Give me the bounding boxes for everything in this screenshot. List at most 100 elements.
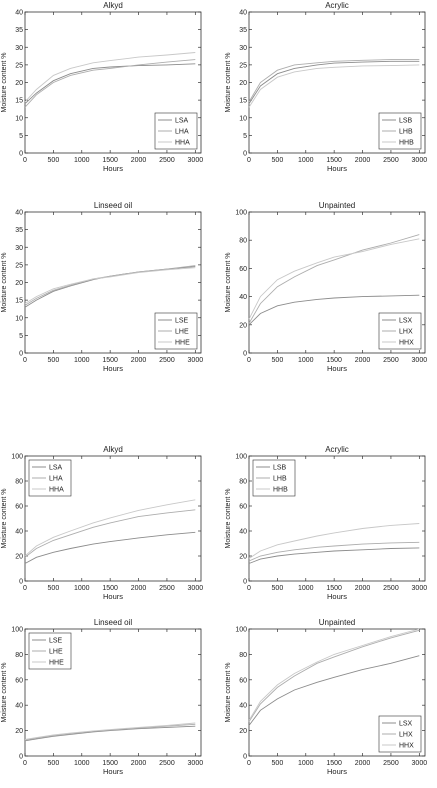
y-tick-label: 5 bbox=[19, 333, 23, 340]
chart-title: Linseed oil bbox=[94, 201, 132, 210]
x-tick-label: 2500 bbox=[159, 760, 175, 767]
y-tick-label: 80 bbox=[239, 652, 247, 659]
chart-title: Alkyd bbox=[103, 1, 123, 10]
x-axis-label: Hours bbox=[103, 592, 123, 601]
legend-entry: LSX bbox=[399, 721, 413, 728]
y-tick-label: 35 bbox=[239, 27, 247, 34]
chart-title: Unpainted bbox=[319, 201, 355, 210]
x-tick-label: 1500 bbox=[326, 585, 342, 592]
x-tick-label: 3000 bbox=[412, 585, 428, 592]
y-tick-label: 0 bbox=[19, 754, 23, 761]
y-tick-label: 15 bbox=[15, 98, 23, 105]
x-tick-label: 1000 bbox=[74, 357, 90, 364]
y-axis-label: Moisture content % bbox=[225, 489, 232, 549]
x-tick-label: 2500 bbox=[383, 157, 399, 164]
legend: LSB LHB HHB bbox=[378, 112, 422, 150]
x-tick-label: 3000 bbox=[188, 357, 204, 364]
legend-entry: LSE bbox=[49, 638, 63, 645]
y-tick-label: 40 bbox=[15, 703, 23, 710]
y-tick-label: 60 bbox=[15, 677, 23, 684]
x-tick-label: 1000 bbox=[298, 760, 314, 767]
series-line-hhx bbox=[248, 238, 420, 320]
x-tick-label: 2500 bbox=[383, 357, 399, 364]
x-tick-label: 0 bbox=[23, 357, 27, 364]
y-axis-label: Moisture content % bbox=[1, 53, 8, 113]
y-tick-label: 20 bbox=[239, 80, 247, 87]
y-tick-label: 0 bbox=[243, 351, 247, 358]
x-tick-label: 0 bbox=[247, 760, 251, 767]
legend: LSE LHE HHE bbox=[28, 632, 72, 670]
series-line-hha bbox=[24, 52, 196, 103]
series-line-lhe bbox=[24, 723, 196, 741]
series-line-lsb bbox=[248, 547, 420, 564]
x-tick-label: 3000 bbox=[188, 585, 204, 592]
series-line-lhx bbox=[248, 629, 420, 722]
x-tick-label: 2000 bbox=[355, 357, 371, 364]
x-tick-label: 2000 bbox=[355, 585, 371, 592]
x-axis-label: Hours bbox=[103, 164, 123, 173]
x-tick-label: 1500 bbox=[102, 585, 118, 592]
y-tick-label: 0 bbox=[19, 351, 23, 358]
y-tick-label: 30 bbox=[15, 245, 23, 252]
legend-entry: LHB bbox=[273, 476, 287, 483]
x-tick-label: 2500 bbox=[159, 157, 175, 164]
y-tick-label: 100 bbox=[11, 627, 23, 634]
x-tick-label: 2500 bbox=[383, 760, 399, 767]
legend: LSX LHX HHX bbox=[378, 312, 422, 350]
y-tick-label: 100 bbox=[235, 210, 247, 217]
y-tick-label: 20 bbox=[239, 322, 247, 329]
x-tick-label: 3000 bbox=[412, 157, 428, 164]
y-tick-label: 20 bbox=[15, 280, 23, 287]
x-tick-label: 1000 bbox=[74, 157, 90, 164]
series-line-lhb bbox=[248, 59, 420, 103]
chart-panel-3: Linseed oil 0 500 1000 1500 2000 2500 3000 0 5 10 1… bbox=[1, 201, 203, 373]
x-axis-label: Hours bbox=[327, 164, 347, 173]
y-tick-label: 10 bbox=[239, 115, 247, 122]
y-tick-label: 25 bbox=[15, 62, 23, 69]
x-axis-label: Hours bbox=[327, 767, 347, 776]
y-tick-label: 60 bbox=[15, 504, 23, 511]
chart-panel-4: Unpainted 0 500 1000 1500 2000 2500 3000 0 20 40 60… bbox=[225, 201, 427, 373]
x-tick-label: 1500 bbox=[102, 157, 118, 164]
y-tick-label: 40 bbox=[15, 529, 23, 536]
y-tick-label: 10 bbox=[15, 115, 23, 122]
chart-panel-1: Alkyd 0 500 1000 1500 2000 2500 3000 0 5 10 15 20 25 3… bbox=[1, 1, 203, 173]
series-line-hhe bbox=[24, 267, 196, 304]
legend-entry: LSB bbox=[399, 118, 413, 125]
x-tick-label: 500 bbox=[48, 157, 60, 164]
x-tick-label: 1500 bbox=[102, 760, 118, 767]
legend-entry: LHX bbox=[399, 732, 413, 739]
x-axis-label: Hours bbox=[103, 364, 123, 373]
x-tick-label: 1000 bbox=[298, 157, 314, 164]
chart-title: Unpainted bbox=[319, 618, 355, 627]
y-tick-label: 40 bbox=[15, 210, 23, 217]
y-tick-label: 100 bbox=[235, 454, 247, 461]
series-line-lsa bbox=[24, 63, 196, 105]
legend: LSA LHA HHA bbox=[154, 112, 198, 150]
series-line-hhb bbox=[248, 64, 420, 108]
x-tick-label: 2000 bbox=[131, 157, 147, 164]
legend-entry: LHA bbox=[49, 476, 63, 483]
y-tick-label: 10 bbox=[15, 315, 23, 322]
x-tick-label: 1000 bbox=[74, 760, 90, 767]
y-tick-label: 0 bbox=[19, 151, 23, 158]
series-line-lsx bbox=[248, 294, 420, 326]
chart-title: Acrylic bbox=[325, 1, 349, 10]
y-tick-label: 60 bbox=[239, 677, 247, 684]
y-axis-label: Moisture content % bbox=[1, 253, 8, 313]
y-tick-label: 30 bbox=[239, 45, 247, 52]
series-line-lhx bbox=[248, 234, 420, 324]
y-tick-label: 40 bbox=[15, 10, 23, 17]
y-tick-label: 0 bbox=[243, 151, 247, 158]
axes-frame bbox=[248, 628, 426, 757]
x-tick-label: 3000 bbox=[412, 357, 428, 364]
x-tick-label: 500 bbox=[272, 760, 284, 767]
y-tick-label: 20 bbox=[15, 554, 23, 561]
legend-entry: HHE bbox=[175, 340, 190, 347]
series-line-lhb bbox=[248, 541, 420, 562]
x-tick-label: 2000 bbox=[131, 357, 147, 364]
legend-box bbox=[378, 715, 422, 753]
x-tick-label: 1500 bbox=[326, 157, 342, 164]
legend: LSX LHX HHX bbox=[378, 715, 422, 753]
